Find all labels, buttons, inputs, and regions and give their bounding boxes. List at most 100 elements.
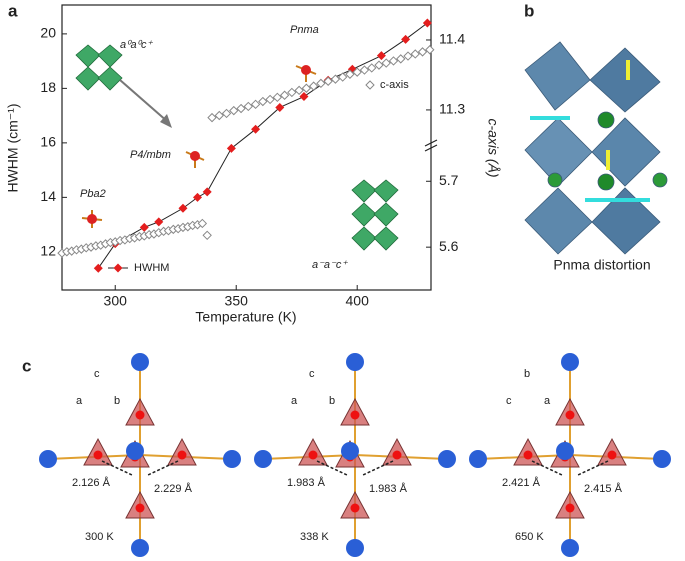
- temperature-label: 338 K: [300, 531, 329, 543]
- y2-tick-label: 11.4: [439, 31, 465, 47]
- atom-cs: [39, 450, 57, 468]
- data-point: [352, 67, 362, 77]
- y-tick-label: 20: [40, 25, 56, 41]
- data-point: [243, 101, 254, 112]
- y-tick-label: 16: [40, 134, 56, 150]
- axis-letter: a: [544, 395, 551, 407]
- axis-break: [424, 139, 438, 152]
- data-point: [345, 69, 355, 79]
- y-tick-label: 14: [40, 188, 56, 204]
- atom-o: [392, 450, 402, 460]
- data-point: [308, 81, 319, 91]
- data-point: [221, 108, 232, 119]
- atom-o: [350, 503, 360, 513]
- plot-frame: [61, 4, 432, 291]
- panel-label: c: [22, 356, 31, 375]
- atom-o: [177, 450, 187, 460]
- hbond: [362, 460, 394, 476]
- data-point: [359, 65, 370, 75]
- data-point: [93, 263, 103, 273]
- data-point: [374, 60, 384, 70]
- hbond: [531, 460, 563, 476]
- data-point: [272, 92, 283, 103]
- data-point: [425, 45, 435, 55]
- data-point: [207, 112, 217, 123]
- y-tick-label: 12: [40, 243, 56, 259]
- axis-letter: c: [506, 395, 512, 407]
- atom-o: [135, 410, 145, 420]
- atom-cs: [346, 353, 364, 371]
- atom-o: [135, 503, 145, 513]
- data-point: [275, 102, 285, 112]
- y-axis-label: HWHM (cm⁻¹): [5, 103, 21, 192]
- atom-cs: [126, 442, 144, 460]
- atom-cs: [438, 450, 456, 468]
- data-point: [367, 63, 377, 73]
- x-tick-label: 300: [104, 293, 128, 309]
- data-point: [214, 110, 224, 121]
- legend-marker: [113, 263, 123, 273]
- atom-cs: [346, 539, 364, 557]
- atom-o: [565, 410, 575, 420]
- atom-o: [308, 450, 318, 460]
- atom-o: [350, 410, 360, 420]
- data-point: [236, 103, 246, 114]
- arrow: [119, 79, 169, 123]
- axis-letter: c: [94, 368, 100, 380]
- octahedra-icon: [75, 44, 399, 251]
- data-point: [330, 74, 341, 84]
- atom-o: [607, 450, 617, 460]
- y2-tick-label: 11.3: [439, 101, 465, 117]
- annotation: a⁰a⁰c⁺: [120, 39, 154, 51]
- bond-distance: 1.983 Å: [369, 482, 408, 495]
- hbond: [101, 460, 133, 476]
- data-point: [202, 187, 212, 197]
- arrow-head: [160, 114, 172, 128]
- axis-letter: a: [291, 395, 298, 407]
- atom-cs: [653, 450, 671, 468]
- data-point: [401, 34, 411, 44]
- axis-letter: b: [524, 368, 530, 380]
- y-tick-label: 18: [40, 79, 56, 95]
- temperature-label: 300 K: [85, 531, 114, 543]
- y2-tick-label: 5.6: [439, 238, 459, 254]
- legend-marker: [365, 80, 375, 90]
- data-point: [178, 203, 188, 213]
- data-point: [139, 222, 149, 232]
- bond-distance: 2.415 Å: [584, 482, 623, 495]
- perovskite-structure: [524, 41, 668, 255]
- atom-cs: [341, 442, 359, 460]
- atom-o: [523, 450, 533, 460]
- annotation: Pnma: [290, 24, 319, 36]
- axis-letter: c: [309, 368, 315, 380]
- data-point: [396, 54, 406, 64]
- data-point: [388, 56, 399, 66]
- data-point: [197, 218, 208, 229]
- data-point: [202, 230, 212, 241]
- annotation: Pba2: [80, 188, 106, 200]
- panel-label: a: [8, 1, 18, 20]
- data-point: [337, 72, 348, 82]
- legend-label: c-axis: [380, 79, 409, 91]
- atom-cs: [254, 450, 272, 468]
- bond-distance: 2.126 Å: [72, 476, 111, 489]
- data-point: [376, 51, 386, 61]
- x-tick-label: 400: [346, 293, 370, 309]
- data-point: [403, 51, 413, 61]
- temperature-label: 650 K: [515, 531, 544, 543]
- data-point: [251, 124, 261, 134]
- axis-letter: b: [329, 395, 335, 407]
- atom-o: [565, 503, 575, 513]
- hbond: [577, 460, 609, 476]
- atom-cs: [561, 353, 579, 371]
- atom-cs: [561, 539, 579, 557]
- hbond: [147, 460, 179, 476]
- bond-distance: 2.229 Å: [154, 482, 193, 495]
- data-point: [287, 87, 297, 98]
- annotation: a⁻a⁻c⁺: [312, 259, 348, 271]
- atom-cs: [223, 450, 241, 468]
- data-point: [229, 105, 239, 116]
- panel-label: b: [524, 1, 534, 20]
- atom-cs: [131, 353, 149, 371]
